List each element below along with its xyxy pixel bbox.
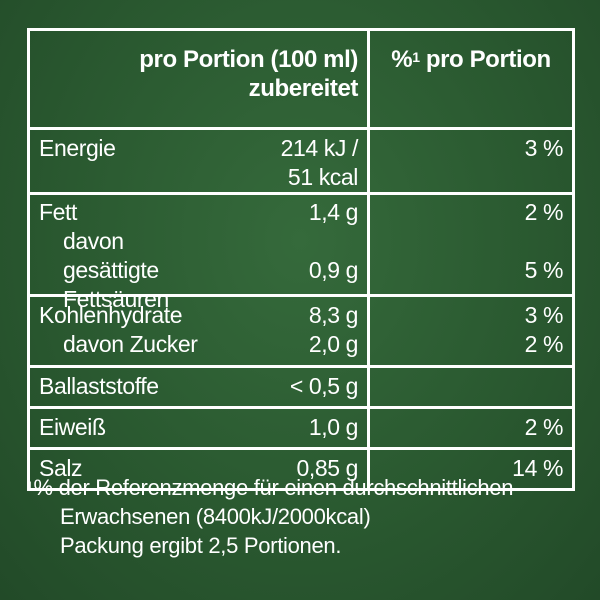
header-footnote-marker: 1 (412, 49, 420, 65)
row-subvalue: 0,9 g (308, 257, 359, 283)
row-percent: 3 % (524, 302, 564, 328)
footnote-line2: Erwachsenen (8400kJ/2000kcal) (60, 504, 371, 529)
table-row-fett: Fett davon gesättigte Fettsäuren 1,4 g 0… (27, 192, 575, 312)
footnote-line1: 1% der Referenzmenge für einen durchschn… (26, 474, 513, 503)
header-percent-label: pro Portion (419, 46, 551, 73)
header-per-portion-line2: zubereitet (248, 75, 359, 102)
table-row-eiweiss: Eiweiß 1,0 g 2 % (27, 406, 575, 450)
row-value: < 0,5 g (242, 365, 371, 409)
row-percent: 14 % (367, 447, 575, 491)
row-value-group: 1,4 g 0,9 g (242, 192, 371, 297)
row-label-group: Kohlenhydrate davon Zucker (27, 294, 243, 368)
row-subvalue: 2,0 g (308, 331, 359, 357)
footnote: 1% der Referenzmenge für einen durchschn… (26, 474, 513, 561)
row-value: 1,0 g (242, 406, 371, 450)
footnote-marker: 1 (26, 478, 34, 494)
row-value: 0,85 g (242, 447, 371, 491)
row-percent: 2 % (367, 406, 575, 450)
row-subpercent: 5 % (524, 257, 564, 283)
row-sublabel: davon (63, 228, 124, 254)
row-value: 8,3 g (308, 302, 359, 328)
row-percent (367, 365, 575, 409)
row-percent-group: 3 % 2 % (367, 294, 575, 368)
row-subpercent: 2 % (524, 331, 564, 357)
row-sublabel: gesättigte Fettsäuren (63, 257, 169, 312)
table-header-row: pro Portion (100 ml) zubereitet %1 pro P… (27, 28, 575, 130)
row-percent-spacer (379, 227, 563, 256)
row-label: Salz (27, 447, 243, 491)
table-row-kohlenhydrate: Kohlenhydrate davon Zucker 8,3 g 2,0 g 3… (27, 294, 575, 368)
row-label: Fett (39, 199, 78, 225)
row-label: Eiweiß (27, 406, 243, 450)
footnote-line3: Packung ergibt 2,5 Portionen. (60, 533, 342, 558)
table-row-ballaststoffe: Ballaststoffe < 0,5 g (27, 365, 575, 409)
header-per-portion-line1: pro Portion (100 ml) (139, 46, 358, 73)
row-percent: 3 % (367, 127, 575, 195)
nutrition-table: pro Portion (100 ml) zubereitet %1 pro P… (27, 28, 575, 491)
row-percent-group: 2 % 5 % (367, 192, 575, 297)
row-label: Energie (27, 127, 243, 195)
row-value-spacer (251, 227, 358, 256)
row-label-group: Fett davon gesättigte Fettsäuren (27, 192, 243, 312)
footnote-text: % der Referenzmenge für einen durchschni… (33, 475, 514, 500)
row-label: Ballaststoffe (27, 365, 243, 409)
row-percent: 2 % (524, 199, 564, 225)
header-per-portion: pro Portion (100 ml) zubereitet (27, 28, 370, 130)
row-value: 1,4 g (308, 199, 359, 225)
header-percent-reference: %1 pro Portion (367, 28, 575, 130)
row-value-group: 8,3 g 2,0 g (242, 294, 371, 368)
row-value: 214 kJ / 51 kcal (242, 127, 371, 195)
table-row-salz: Salz 0,85 g 14 % (27, 447, 575, 491)
header-percent-sign: % (391, 46, 413, 73)
row-label: Kohlenhydrate (39, 302, 183, 328)
row-sublabel: davon Zucker (63, 331, 198, 357)
table-row-energie: Energie 214 kJ / 51 kcal 3 % (27, 127, 575, 195)
